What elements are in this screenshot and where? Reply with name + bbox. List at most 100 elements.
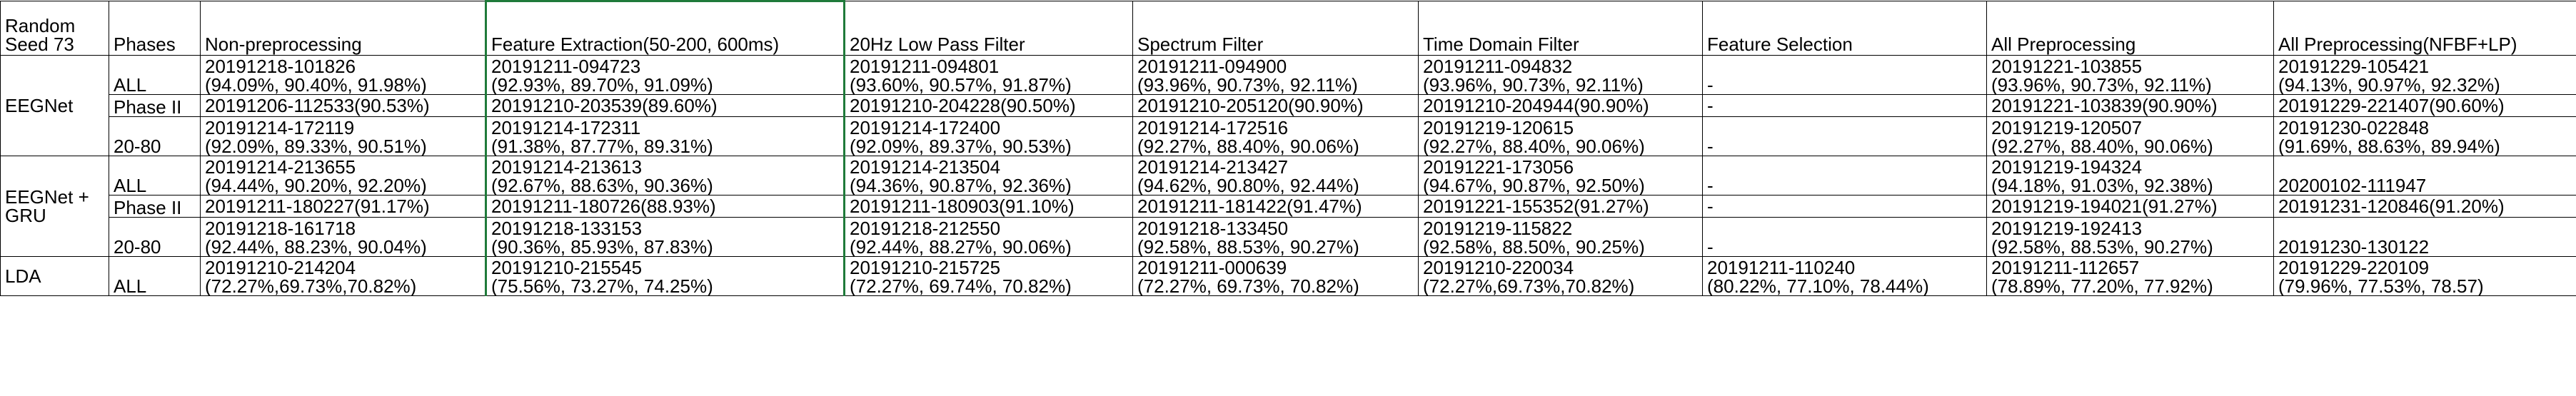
column-header-time-domain-filter[interactable]: Time Domain Filter bbox=[1418, 1, 1703, 56]
column-header-all-preprocessing[interactable]: All Preprocessing bbox=[1986, 1, 2274, 56]
run-id: 20191214-172311 bbox=[491, 117, 641, 138]
phases-header-cell[interactable]: Phases bbox=[109, 1, 201, 56]
result-cell[interactable]: 20191211-180227(91.17%) bbox=[200, 195, 486, 218]
result-cell[interactable]: 20191229-220109 (79.96%, 77.53%, 78.57) bbox=[2273, 256, 2576, 296]
result-cell[interactable]: 20191210-204228(90.50%) bbox=[844, 94, 1133, 117]
result-cell[interactable]: 20191214-172400 (92.09%, 89.37%, 90.53%) bbox=[844, 116, 1133, 156]
table-row: 20-80 20191214-172119 (92.09%, 89.33%, 90.… bbox=[1, 116, 2576, 156]
result-cell[interactable]: 20191214-172516 (92.27%, 88.40%, 90.06%) bbox=[1132, 116, 1419, 156]
result-cell[interactable]: 20191229-105421 (94.13%, 90.97%, 92.32%) bbox=[2273, 55, 2576, 95]
seed-header-cell[interactable]: Random Seed 73 bbox=[0, 1, 109, 56]
result-cell[interactable]: 20191210-215725 (72.27%, 69.74%, 70.82%) bbox=[844, 256, 1133, 296]
run-id: 20191218-133153 bbox=[491, 218, 643, 239]
result-cell[interactable]: 20191211-000639 (72.27%, 69.73%, 70.82%) bbox=[1132, 256, 1419, 296]
result-cell[interactable]: 20191210-214204 (72.27%,69.73%,70.82%) bbox=[200, 256, 486, 296]
run-id: 20200102-111947 bbox=[2278, 175, 2427, 196]
result-cell[interactable]: 20191214-213613 (92.67%, 88.63%, 90.36%) bbox=[485, 156, 845, 196]
result-cell[interactable]: 20191219-194021(91.27%) bbox=[1986, 195, 2274, 218]
phase-cell[interactable]: ALL bbox=[109, 256, 201, 296]
result-cell[interactable]: 20191229-221407(90.60%) bbox=[2273, 94, 2576, 117]
run-id: 20191211-094801 bbox=[850, 56, 1000, 77]
result-cell[interactable]: 20191219-120507 (92.27%, 88.40%, 90.06%) bbox=[1986, 116, 2274, 156]
result-cell[interactable]: - bbox=[1702, 195, 1987, 218]
result-cell[interactable]: 20191219-115822 (92.58%, 88.50%, 90.25%) bbox=[1418, 217, 1703, 257]
result-cell[interactable]: 20191211-094900 (93.96%, 90.73%, 92.11%) bbox=[1132, 55, 1419, 95]
result-cell[interactable]: 20191211-094832 (93.96%, 90.73%, 92.11%) bbox=[1418, 55, 1703, 95]
result-cell[interactable]: 20191218-212550 (92.44%, 88.27%, 90.06%) bbox=[844, 217, 1133, 257]
result-cell[interactable]: 20191221-103855 (93.96%, 90.73%, 92.11%) bbox=[1986, 55, 2274, 95]
metrics: (92.44%, 88.23%, 90.04%) bbox=[205, 236, 427, 257]
metrics: (94.18%, 91.03%, 92.38%) bbox=[1991, 175, 2213, 196]
result-cell[interactable]: 20191210-203539(89.60%) bbox=[485, 94, 845, 117]
metrics: (94.36%, 90.87%, 92.36%) bbox=[850, 175, 1072, 196]
result-cell[interactable]: - bbox=[1702, 94, 1987, 117]
result-cell[interactable]: 20191218-101826 (94.09%, 90.40%, 91.98%) bbox=[200, 55, 486, 95]
model-cell[interactable]: EEGNet + GRU bbox=[0, 156, 109, 257]
run-id: - bbox=[1707, 236, 1714, 257]
model-cell[interactable]: LDA bbox=[0, 256, 109, 296]
column-header-non-preprocessing[interactable]: Non-preprocessing bbox=[200, 1, 486, 56]
phase-cell[interactable]: 20-80 bbox=[109, 116, 201, 156]
result-cell[interactable]: 20191221-103839(90.90%) bbox=[1986, 94, 2274, 117]
result-cell[interactable]: 20191230-022848 (91.69%, 88.63%, 89.94%) bbox=[2273, 116, 2576, 156]
result-cell[interactable]: 20191210-204944(90.90%) bbox=[1418, 94, 1703, 117]
result-cell[interactable]: 20191214-213655 (94.44%, 90.20%, 92.20%) bbox=[200, 156, 486, 196]
table-row: EEGNet ALL 20191218-101826 (94.09%, 90.40%,… bbox=[0, 55, 2576, 156]
result-cell[interactable]: 20191230-130122 bbox=[2273, 217, 2576, 257]
result-cell[interactable]: 20191210-205120(90.90%) bbox=[1132, 94, 1419, 117]
column-header-spectrum-filter[interactable]: Spectrum Filter bbox=[1132, 1, 1419, 56]
result-cell[interactable]: - bbox=[1702, 116, 1987, 156]
phase-cell[interactable]: ALL bbox=[109, 156, 201, 196]
result-cell[interactable]: 20191219-192413 (92.58%, 88.53%, 90.27%) bbox=[1986, 217, 2274, 257]
column-header-label: 20Hz Low Pass Filter bbox=[850, 34, 1025, 55]
result-cell[interactable]: 20191214-213504 (94.36%, 90.87%, 92.36%) bbox=[844, 156, 1133, 196]
phase-cell[interactable]: Phase II bbox=[109, 195, 201, 218]
column-header-low-pass-filter[interactable]: 20Hz Low Pass Filter bbox=[844, 1, 1133, 56]
result-cell[interactable]: 20191221-155352(91.27%) bbox=[1418, 195, 1703, 218]
result-cell[interactable]: 20191219-194324 (94.18%, 91.03%, 92.38%) bbox=[1986, 156, 2274, 196]
result-cell[interactable]: 20191214-172311 (91.38%, 87.77%, 89.31%) bbox=[485, 116, 845, 156]
result-cell[interactable]: 20191218-161718 (92.44%, 88.23%, 90.04%) bbox=[200, 217, 486, 257]
result-cell[interactable]: 20191211-094723 (92.93%, 89.70%, 91.09%) bbox=[485, 55, 845, 95]
phase-cell[interactable]: 20-80 bbox=[109, 217, 201, 257]
run-id: 20191211-000639 bbox=[1137, 257, 1287, 278]
seed-header-line-1: Random bbox=[5, 15, 76, 36]
run-id: 20191210-204228(90.50%) bbox=[850, 95, 1076, 116]
model-label: GRU bbox=[5, 205, 46, 226]
result-cell[interactable]: 20191210-215545 (75.56%, 73.27%, 74.25%) bbox=[485, 256, 845, 296]
result-cell[interactable]: 20191211-180726(88.93%) bbox=[485, 195, 845, 218]
column-header-feature-selection[interactable]: Feature Selection bbox=[1702, 1, 1987, 56]
result-cell[interactable]: 20191210-220034 (72.27%,69.73%,70.82%) bbox=[1418, 256, 1703, 296]
run-id: 20191211-181422(91.47%) bbox=[1137, 196, 1362, 217]
metrics: (91.69%, 88.63%, 89.94%) bbox=[2278, 136, 2500, 156]
phase-cell[interactable]: ALL bbox=[109, 55, 201, 95]
result-cell[interactable]: - bbox=[1702, 55, 1987, 95]
column-header-all-preprocessing-nfbf-lp[interactable]: All Preprocessing(NFBF+LP) bbox=[2273, 1, 2576, 56]
result-cell[interactable]: 20191211-094801 (93.60%, 90.57%, 91.87%) bbox=[844, 55, 1133, 95]
metrics: (92.67%, 88.63%, 90.36%) bbox=[491, 175, 713, 196]
column-header-feature-extraction[interactable]: Feature Extraction(50-200, 600ms) bbox=[485, 0, 845, 56]
run-id: 20191219-194324 bbox=[1991, 156, 2143, 178]
metrics: (92.44%, 88.27%, 90.06%) bbox=[850, 236, 1072, 257]
result-cell[interactable]: 20191206-112533(90.53%) bbox=[200, 94, 486, 117]
result-cell[interactable]: 20191221-173056 (94.67%, 90.87%, 92.50%) bbox=[1418, 156, 1703, 196]
run-id: 20191214-213655 bbox=[205, 156, 356, 178]
result-cell[interactable]: 20191214-213427 (94.62%, 90.80%, 92.44%) bbox=[1132, 156, 1419, 196]
result-cell[interactable]: 20191211-180903(91.10%) bbox=[844, 195, 1133, 218]
result-cell[interactable]: 20191218-133153 (90.36%, 85.93%, 87.83%) bbox=[485, 217, 845, 257]
result-cell[interactable]: 20191231-120846(91.20%) bbox=[2273, 195, 2576, 218]
run-id: 20191218-161718 bbox=[205, 218, 356, 239]
result-cell[interactable]: - bbox=[1702, 217, 1987, 257]
result-cell[interactable]: 20191214-172119 (92.09%, 89.33%, 90.51%) bbox=[200, 116, 486, 156]
result-cell[interactable]: - bbox=[1702, 156, 1987, 196]
metrics: (92.58%, 88.50%, 90.25%) bbox=[1423, 236, 1645, 257]
result-cell[interactable]: 20200102-111947 bbox=[2273, 156, 2576, 196]
result-cell[interactable]: 20191211-181422(91.47%) bbox=[1132, 195, 1419, 218]
result-cell[interactable]: 20191219-120615 (92.27%, 88.40%, 90.06%) bbox=[1418, 116, 1703, 156]
result-cell[interactable]: 20191218-133450 (92.58%, 88.53%, 90.27%) bbox=[1132, 217, 1419, 257]
result-cell[interactable]: 20191211-112657 (78.89%, 77.20%, 77.92%) bbox=[1986, 256, 2274, 296]
model-label: LDA bbox=[5, 265, 41, 287]
model-cell[interactable]: EEGNet bbox=[0, 55, 109, 156]
phase-cell[interactable]: Phase II bbox=[109, 94, 201, 117]
result-cell[interactable]: 20191211-110240 (80.22%, 77.10%, 78.44%) bbox=[1702, 256, 1987, 296]
